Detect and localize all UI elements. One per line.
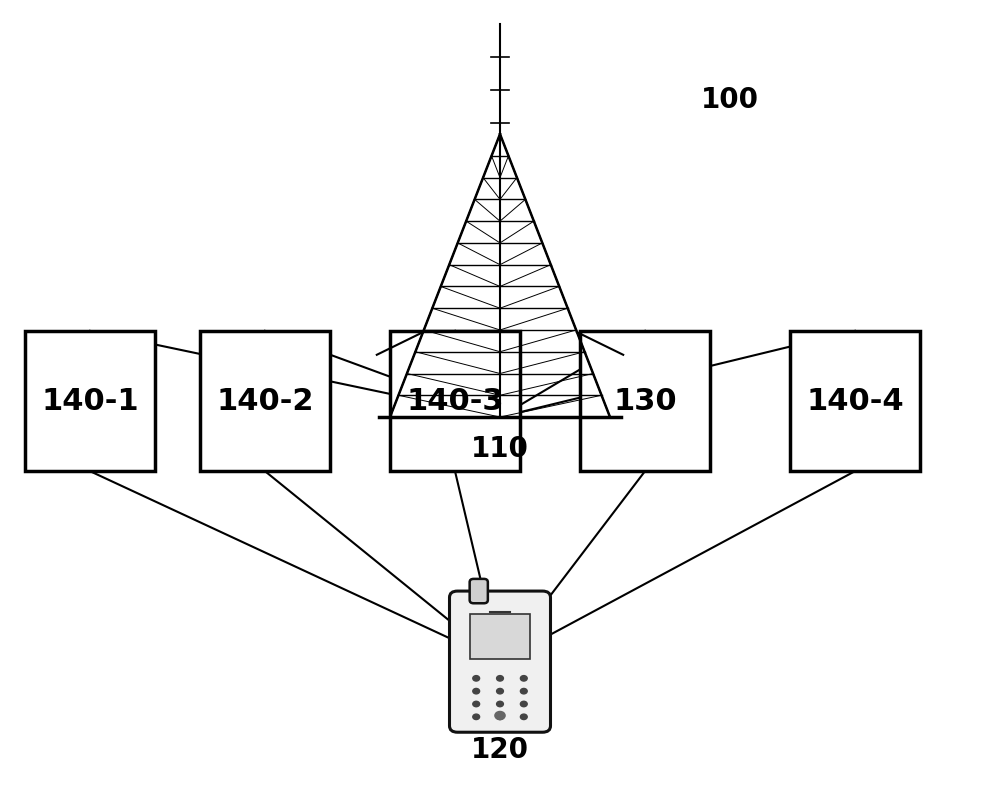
Text: 140-2: 140-2 [216, 387, 314, 415]
FancyBboxPatch shape [25, 331, 155, 472]
FancyBboxPatch shape [450, 591, 550, 732]
FancyBboxPatch shape [200, 331, 330, 472]
Circle shape [497, 675, 503, 681]
Circle shape [497, 714, 503, 719]
Text: 140-1: 140-1 [41, 387, 139, 415]
Text: 140-3: 140-3 [406, 387, 504, 415]
Circle shape [520, 714, 527, 719]
Text: 140-4: 140-4 [806, 387, 904, 415]
Circle shape [497, 688, 503, 694]
Circle shape [473, 714, 480, 719]
FancyBboxPatch shape [390, 331, 520, 472]
FancyBboxPatch shape [470, 579, 488, 603]
Circle shape [473, 688, 480, 694]
Text: 100: 100 [701, 87, 759, 114]
Circle shape [495, 711, 505, 719]
Text: 110: 110 [471, 435, 529, 463]
Circle shape [473, 675, 480, 681]
FancyBboxPatch shape [580, 331, 710, 472]
Circle shape [520, 688, 527, 694]
FancyBboxPatch shape [470, 614, 530, 659]
FancyBboxPatch shape [790, 331, 920, 472]
Text: 130: 130 [613, 387, 677, 415]
Circle shape [497, 701, 503, 707]
Text: 120: 120 [471, 736, 529, 764]
Circle shape [520, 675, 527, 681]
Circle shape [520, 701, 527, 707]
Circle shape [473, 701, 480, 707]
